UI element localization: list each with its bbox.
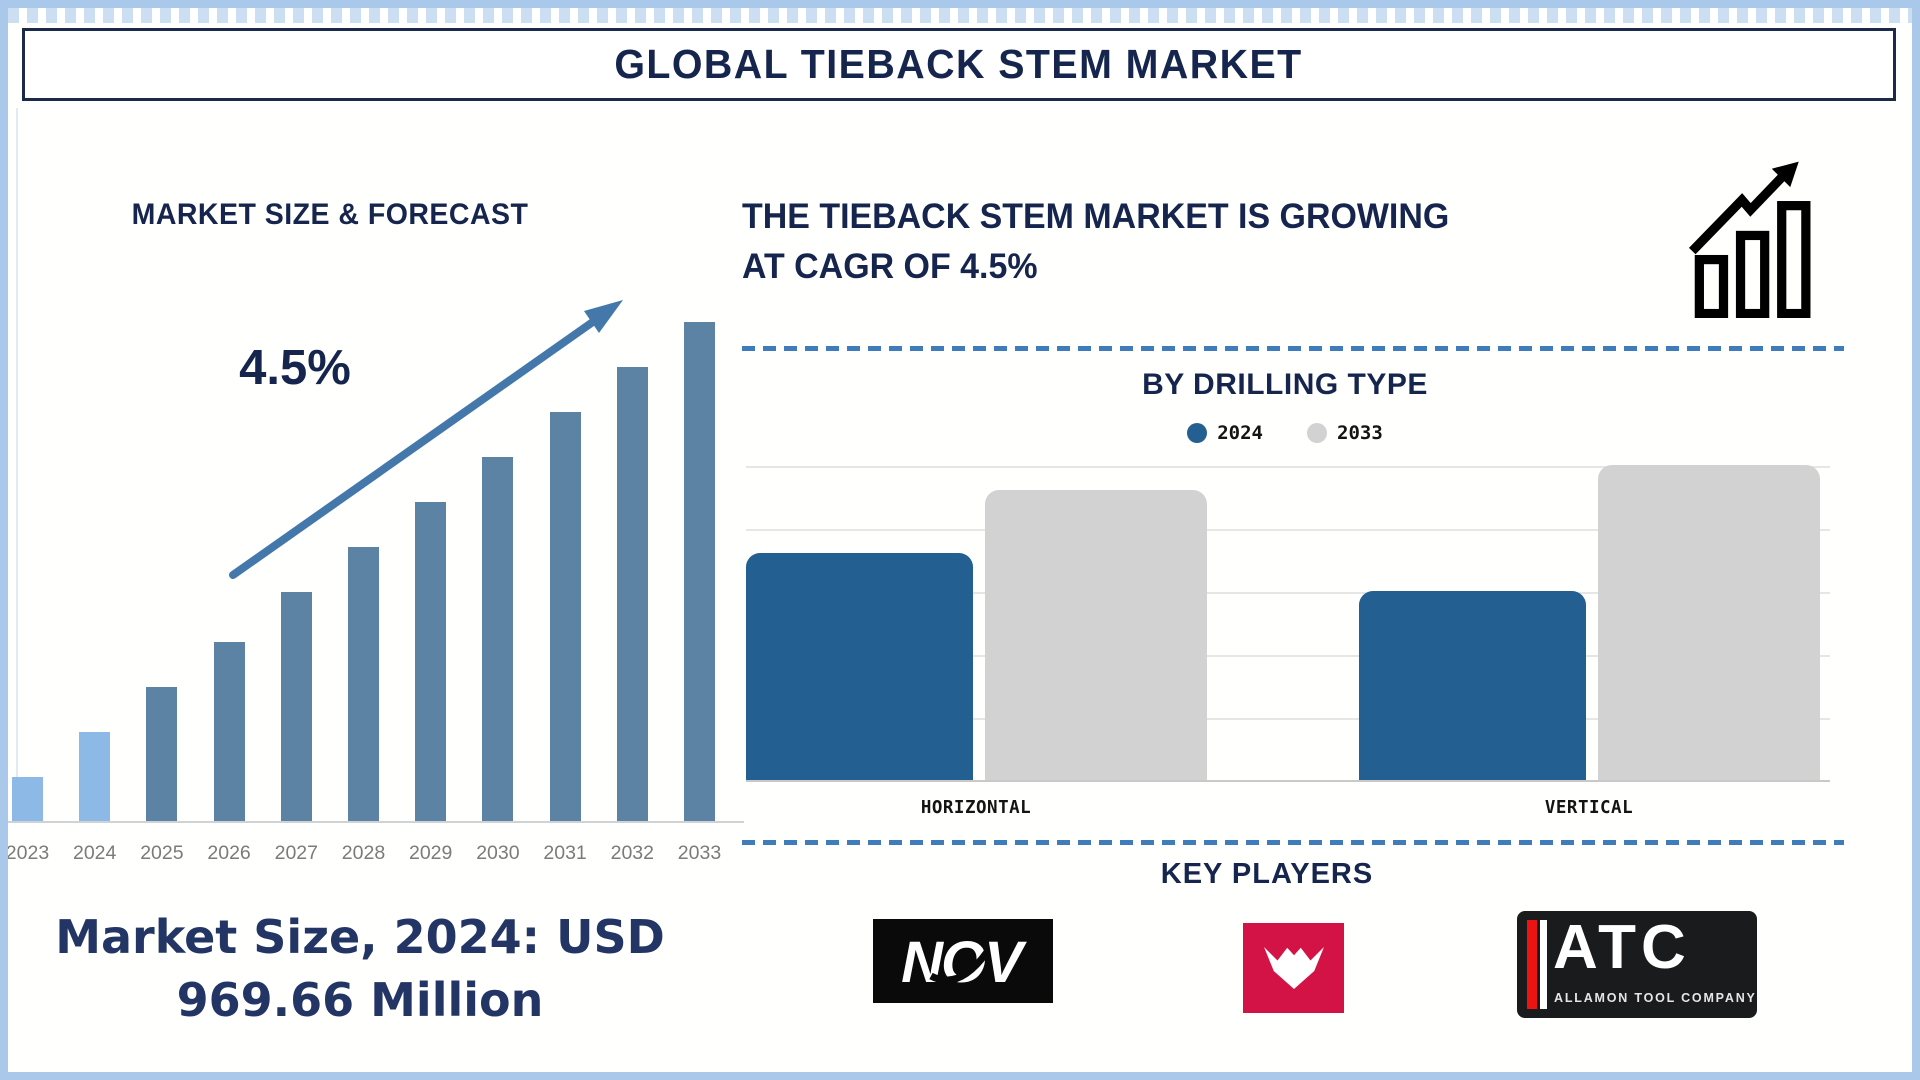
market-size-line1: Market Size, 2024: USD	[55, 910, 665, 964]
forecast-bar-2029	[415, 502, 447, 822]
category-label-vertical: VERTICAL	[1544, 798, 1634, 818]
growth-arrow-icon	[229, 300, 623, 579]
year-label: 2031	[543, 842, 587, 864]
nov-logo: NOV	[873, 919, 1053, 1003]
title-box: GLOBAL TIEBACK STEM MARKET	[22, 28, 1896, 101]
cagr-headline: THE TIEBACK STEM MARKET IS GROWING AT CA…	[742, 192, 1654, 292]
forecast-bar-2028	[348, 547, 379, 822]
atc-red-stripe	[1527, 920, 1537, 1009]
forecast-bar-2033	[684, 322, 715, 822]
year-label: 2026	[207, 842, 251, 864]
year-label: 2028	[341, 842, 386, 864]
dashed-separator-bottom	[742, 840, 1844, 845]
year-label: 2023	[5, 842, 50, 864]
market-size-text: Market Size, 2024: USD 969.66 Million	[15, 906, 705, 1032]
legend-item-2024: 2024	[1187, 422, 1263, 444]
year-label: 2025	[140, 842, 184, 864]
drilling-bar-vertical-2033	[1598, 465, 1820, 780]
atc-logo: ATC ALLAMON TOOL COMPANY	[1517, 911, 1757, 1018]
legend-dot-2033	[1307, 423, 1327, 443]
atc-white-stripe	[1540, 920, 1547, 1009]
page-title: GLOBAL TIEBACK STEM MARKET	[614, 41, 1304, 87]
cagr-value-label: 4.5%	[239, 341, 351, 395]
gridline	[746, 592, 1830, 594]
gridline	[746, 529, 1830, 531]
forecast-bar-2027	[280, 592, 312, 822]
legend-label: 2033	[1337, 422, 1383, 444]
w-emblem-icon	[1263, 947, 1324, 989]
forecast-bar-2024	[79, 732, 111, 822]
forecast-bar-2026	[213, 642, 245, 822]
market-size-line2: 969.66 Million	[176, 973, 544, 1027]
forecast-bar-2030	[482, 457, 514, 822]
forecast-bar-2025	[146, 687, 178, 822]
drilling-chart-baseline	[746, 780, 1830, 782]
left-chart-baseline	[0, 821, 744, 823]
gridline	[746, 655, 1830, 657]
drilling-bar-horizontal-2024	[746, 553, 973, 780]
legend-label: 2024	[1217, 422, 1263, 444]
legend-dot-2024	[1187, 423, 1208, 443]
year-label: 2029	[408, 842, 453, 864]
year-label: 2030	[476, 842, 520, 864]
left-chart-title: MARKET SIZE & FORECAST	[131, 198, 529, 231]
gridline	[746, 466, 1830, 468]
drilling-bar-horizontal-2033	[985, 490, 1207, 780]
forecast-bar-2023	[12, 777, 43, 822]
atc-logo-subtitle: ALLAMON TOOL COMPANY	[1554, 991, 1757, 1005]
dashed-separator-top	[742, 346, 1844, 351]
growth-trend-icon	[1688, 161, 1811, 318]
decorative-dash-band	[8, 8, 1912, 23]
gridline	[746, 718, 1830, 720]
nov-logo-text: NOV	[901, 930, 1027, 995]
year-label: 2033	[677, 842, 722, 864]
legend-item-2033: 2033	[1307, 422, 1383, 444]
atc-logo-text: ATC	[1553, 913, 1691, 982]
drilling-chart-legend: 2024 2033	[1035, 422, 1535, 444]
cagr-headline-line2: AT CAGR OF 4.5%	[742, 247, 1038, 286]
w-emblem-logo	[1243, 923, 1344, 1013]
forecast-bar-2032	[616, 367, 648, 822]
drilling-chart-plot: HORIZONTAL VERTICAL	[746, 465, 1830, 818]
drilling-chart-title: BY DRILLING TYPE	[1142, 368, 1428, 401]
left-chart-axis-line	[16, 108, 18, 822]
key-players-title: KEY PLAYERS	[1160, 858, 1374, 890]
year-label: 2027	[274, 842, 318, 864]
cagr-headline-line1: THE TIEBACK STEM MARKET IS GROWING	[742, 197, 1450, 236]
forecast-bar-2031	[549, 412, 581, 822]
category-label-horizontal: HORIZONTAL	[920, 798, 1032, 818]
year-label: 2024	[72, 842, 117, 864]
year-label: 2032	[610, 842, 654, 864]
drilling-bar-vertical-2024	[1359, 591, 1586, 780]
